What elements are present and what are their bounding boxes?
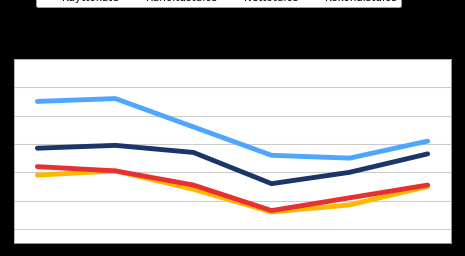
Legend: Käyttökate, Rahoitustulos, Nettotulos, Kokonaistulos: Käyttökate, Rahoitustulos, Nettotulos, K…: [36, 0, 401, 7]
Rahoitustulos: [347, 171, 352, 174]
Rahoitustulos: [425, 152, 431, 155]
Nettotulos: [191, 188, 196, 191]
Kokonaistulos: [34, 165, 40, 168]
Nettotulos: [113, 169, 118, 173]
Rahoitustulos: [34, 147, 40, 150]
Käyttökate: [191, 125, 196, 129]
Käyttökate: [113, 97, 118, 100]
Nettotulos: [34, 174, 40, 177]
Nettotulos: [425, 185, 431, 188]
Kokonaistulos: [191, 184, 196, 187]
Kokonaistulos: [347, 196, 352, 199]
Line: Nettotulos: Nettotulos: [37, 171, 428, 212]
Line: Kokonaistulos: Kokonaistulos: [37, 167, 428, 211]
Kokonaistulos: [113, 169, 118, 173]
Rahoitustulos: [113, 144, 118, 147]
Käyttökate: [34, 100, 40, 103]
Nettotulos: [269, 210, 274, 214]
Käyttökate: [269, 154, 274, 157]
Kokonaistulos: [269, 209, 274, 212]
Line: Käyttökate: Käyttökate: [37, 99, 428, 158]
Line: Rahoitustulos: Rahoitustulos: [37, 145, 428, 184]
Käyttökate: [425, 140, 431, 143]
Käyttökate: [347, 157, 352, 160]
Rahoitustulos: [191, 151, 196, 154]
Rahoitustulos: [269, 182, 274, 185]
Kokonaistulos: [425, 184, 431, 187]
Nettotulos: [347, 203, 352, 206]
